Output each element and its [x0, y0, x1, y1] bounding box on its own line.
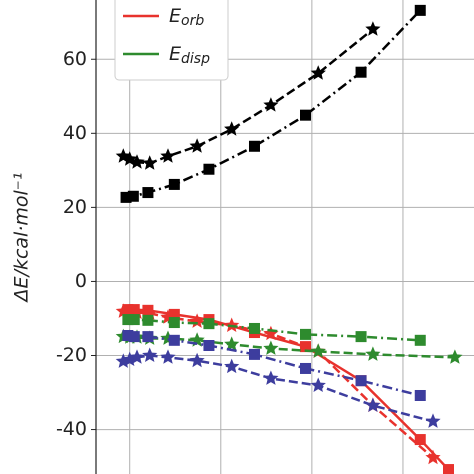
- point: [442, 464, 454, 474]
- point: [355, 375, 367, 387]
- point: [224, 336, 240, 351]
- point: [248, 140, 260, 152]
- point: [263, 370, 279, 385]
- point: [142, 347, 158, 362]
- y-tick-label: 20: [63, 196, 87, 218]
- point: [263, 340, 279, 355]
- y-tick-label: 0: [75, 270, 87, 292]
- point: [189, 352, 205, 368]
- point: [128, 314, 140, 326]
- point: [142, 187, 154, 199]
- point: [299, 109, 311, 121]
- point: [310, 65, 326, 80]
- point: [122, 330, 134, 342]
- point: [189, 138, 205, 153]
- point: [142, 314, 154, 326]
- point: [365, 397, 381, 412]
- point: [224, 358, 240, 374]
- point: [203, 340, 215, 352]
- point: [128, 331, 140, 343]
- legend-box: [114, 0, 229, 81]
- point: [355, 66, 367, 78]
- point: [299, 362, 311, 374]
- point: [365, 21, 381, 36]
- point: [142, 331, 154, 343]
- point: [447, 349, 463, 364]
- point: [203, 163, 215, 175]
- point: [310, 377, 326, 392]
- point: [310, 343, 326, 358]
- point: [127, 190, 139, 202]
- point: [263, 97, 279, 112]
- point: [160, 148, 176, 163]
- y-tick-label: -40: [56, 418, 87, 440]
- y-axis-label: ΔE/kcal·mol⁻¹: [11, 173, 33, 304]
- point: [224, 121, 240, 136]
- point: [248, 322, 260, 334]
- legend-label: Edisp: [169, 43, 210, 68]
- point: [168, 317, 180, 329]
- point: [120, 191, 132, 203]
- point: [168, 308, 180, 320]
- point: [414, 434, 426, 446]
- point: [355, 331, 367, 343]
- point: [248, 348, 260, 360]
- point: [414, 334, 426, 346]
- y-tick-label: -20: [56, 344, 87, 366]
- point: [425, 449, 441, 465]
- point: [129, 154, 145, 169]
- point: [168, 178, 180, 190]
- point: [263, 325, 279, 341]
- point: [414, 4, 426, 16]
- point: [142, 155, 158, 170]
- y-tick-label: 40: [63, 122, 87, 144]
- point: [425, 413, 441, 428]
- y-tick-label: 60: [63, 48, 87, 70]
- point: [168, 334, 180, 346]
- point: [128, 304, 140, 316]
- point: [203, 318, 215, 330]
- legend-label: Eorb: [169, 5, 204, 30]
- point: [299, 328, 311, 340]
- point: [129, 349, 145, 364]
- point: [224, 317, 240, 332]
- point: [160, 349, 176, 364]
- point: [414, 389, 426, 401]
- point: [122, 314, 134, 326]
- series-line: [123, 310, 434, 459]
- point: [365, 346, 381, 361]
